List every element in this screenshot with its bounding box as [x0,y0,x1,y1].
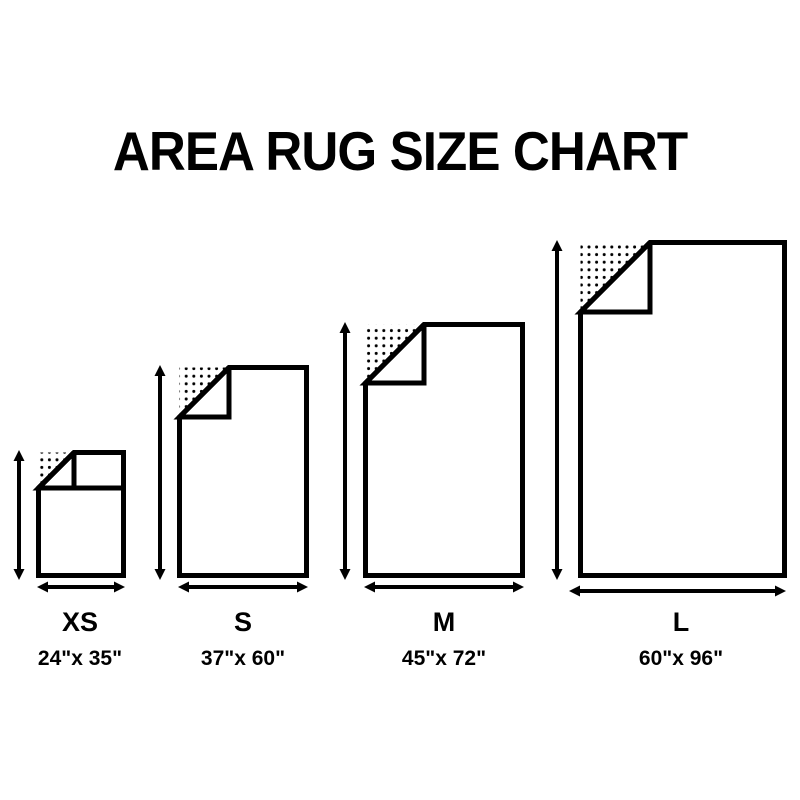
rug-shape-m [359,322,525,578]
rug-dimensions-label-m: 45"x 72" [402,647,486,670]
rug-size-label-m: M [433,607,456,637]
rug-dimensions-label-xs: 24"x 35" [38,647,122,670]
dimension-arrow-horizontal-s [178,581,308,593]
rug-size-label-xs: XS [62,607,98,637]
dimension-arrow-vertical-xs [13,450,25,580]
rug-size-label-s: S [234,607,252,637]
dimension-arrow-vertical-l [551,240,563,580]
rug-fold-crease-s [173,365,232,420]
rug-outline-l [578,240,787,578]
page-title: AREA RUG SIZE CHART [112,120,688,182]
dimension-arrow-horizontal-l [569,585,786,597]
dimension-arrow-vertical-s [154,365,166,580]
rug-fold-crease-l [574,240,653,315]
rug-fold-crease-xs [32,450,124,491]
rug-dimensions-label-s: 37"x 60" [201,647,285,670]
rug-dimensions-label-l: 60"x 96" [639,647,723,670]
rug-size-label-l: L [673,607,690,637]
rug-fold-crease-m [359,322,427,386]
rug-shape-s [173,365,309,578]
rug-shape-l [574,240,787,578]
rug-shape-xs [32,450,126,578]
dimension-arrow-horizontal-m [364,581,524,593]
dimension-arrow-vertical-m [339,322,351,580]
dimension-arrow-horizontal-xs [37,581,125,593]
